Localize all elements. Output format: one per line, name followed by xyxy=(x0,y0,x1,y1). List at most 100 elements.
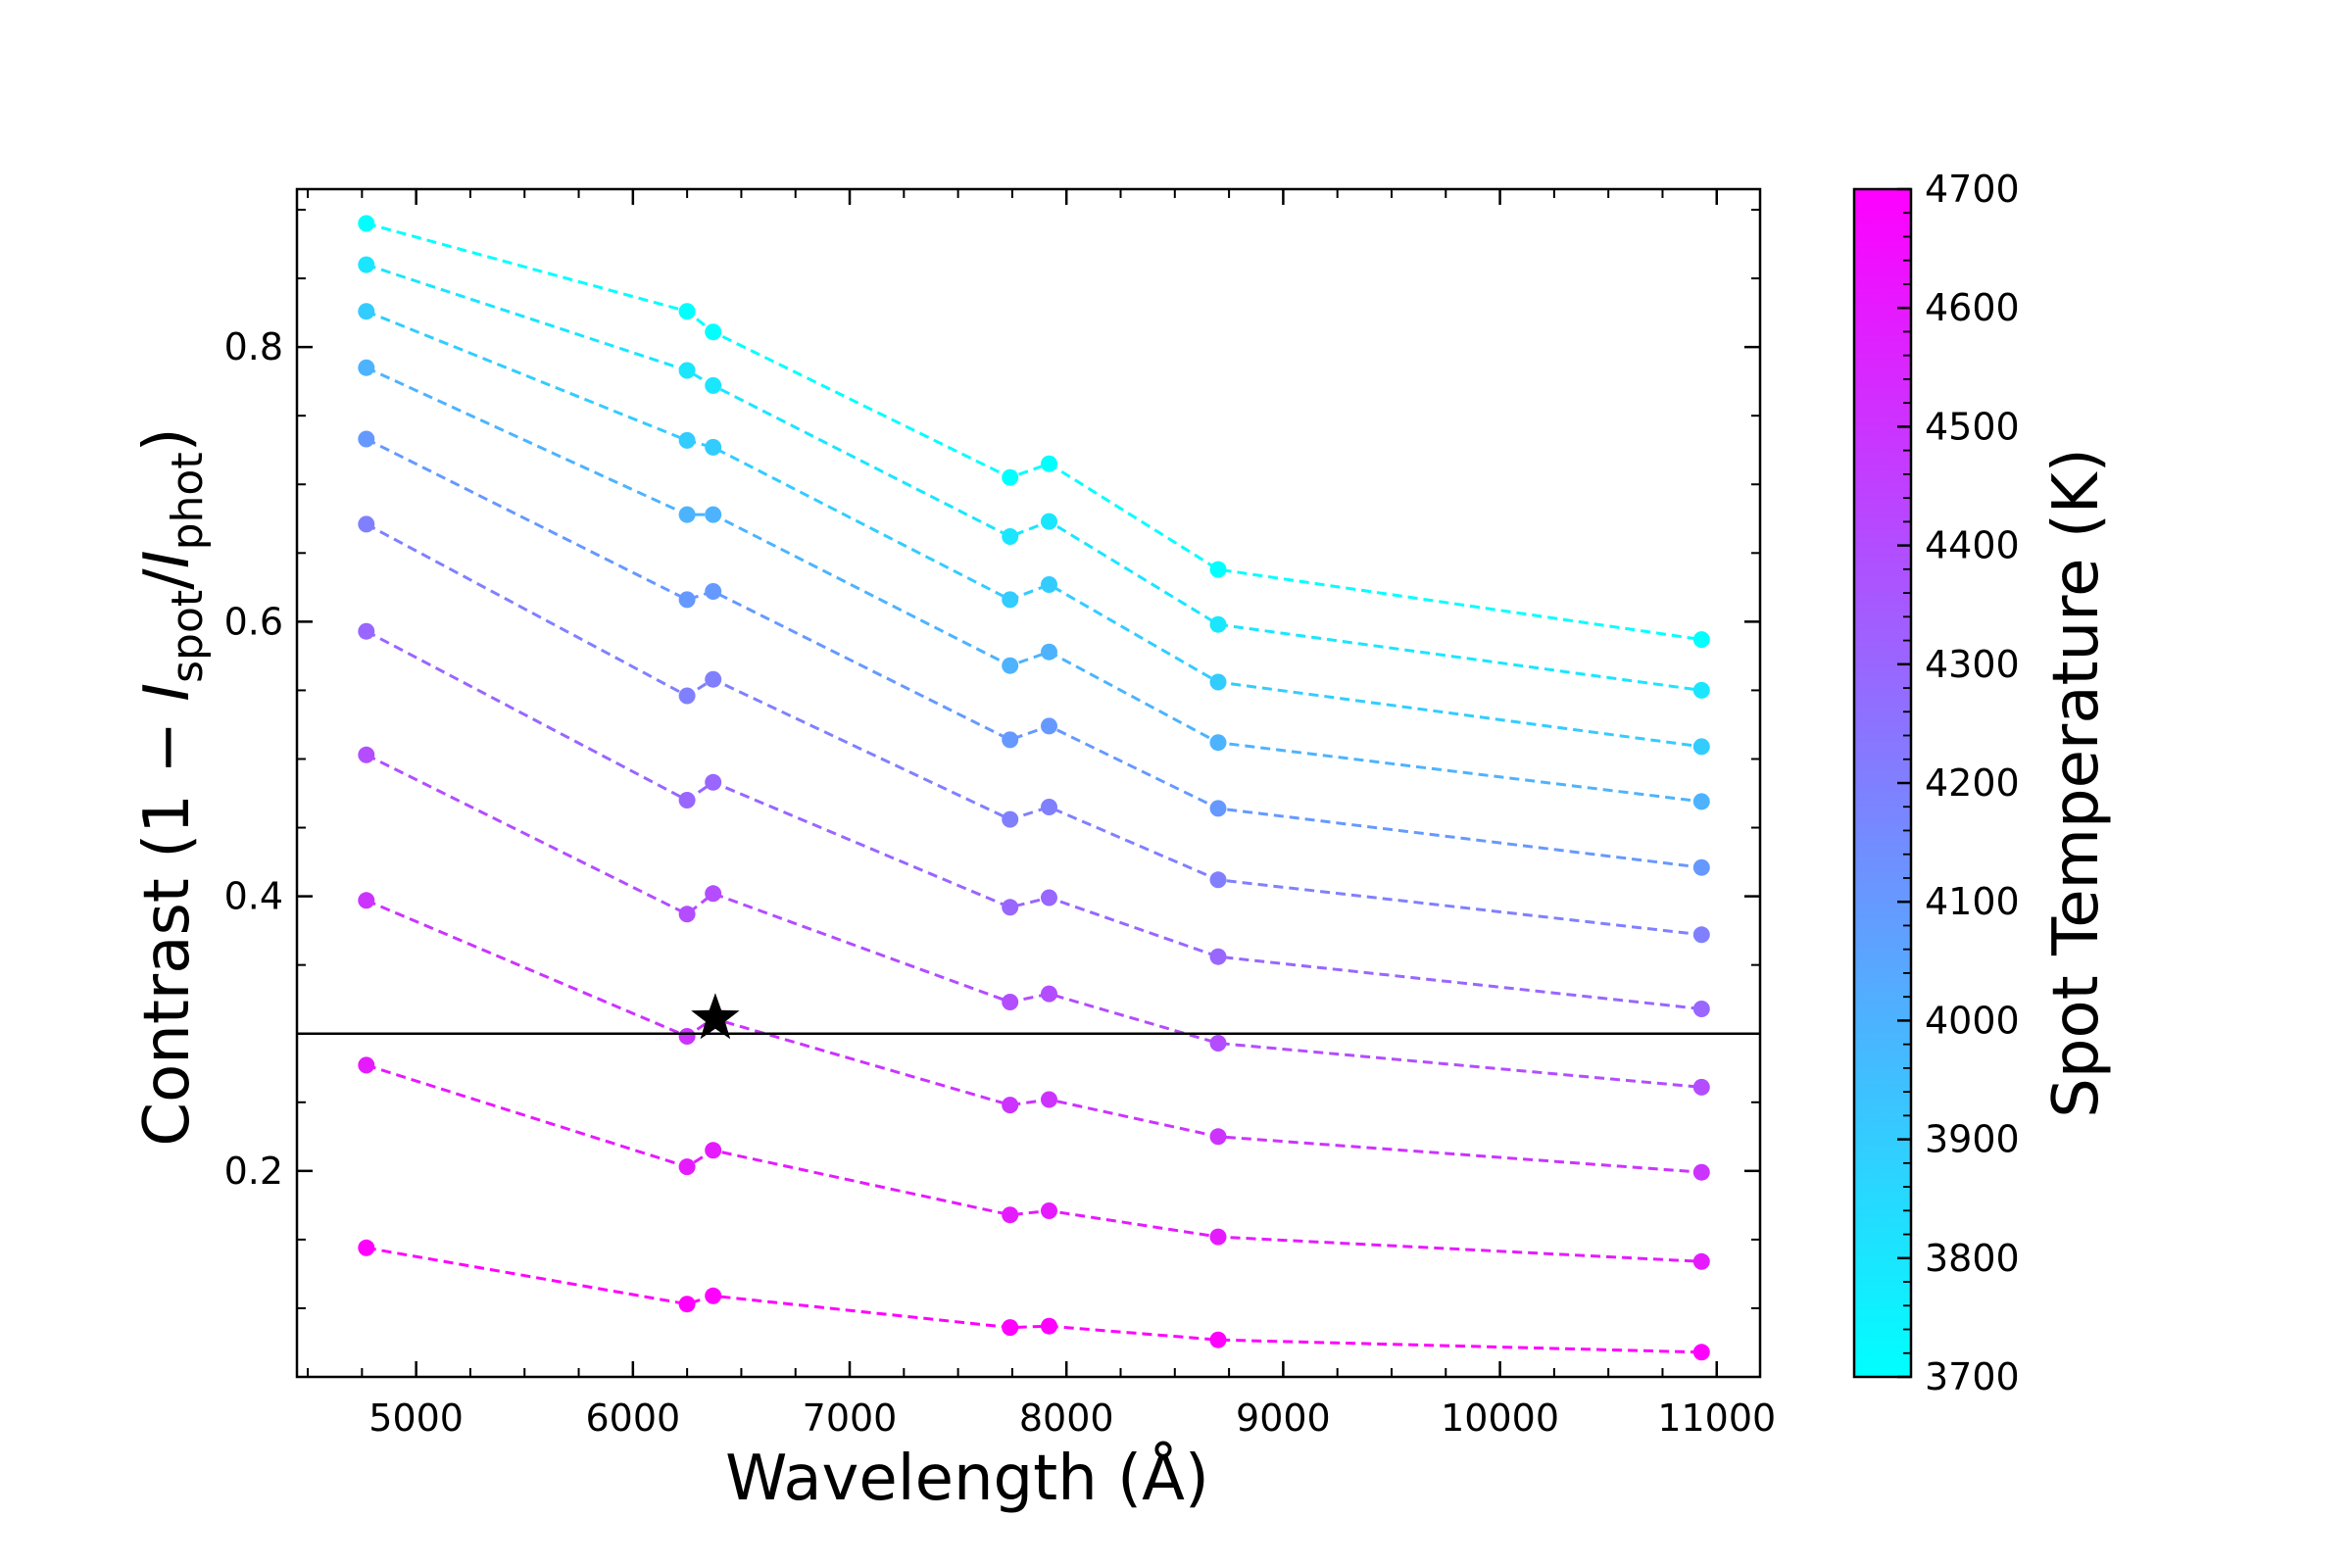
data-point xyxy=(1209,734,1227,752)
series-4600 xyxy=(358,1056,1710,1270)
data-point xyxy=(705,438,722,456)
data-point xyxy=(358,622,375,640)
plot-area: 5000 6000 7000 8000 9000 10000 11000 0.2 0.4 0.6 0… xyxy=(224,187,1776,1440)
data-point xyxy=(678,1296,696,1313)
colorbar-tick-label: 4000 xyxy=(1925,999,2020,1042)
y-label-sub2: phot xyxy=(163,452,213,550)
data-point xyxy=(705,1287,722,1304)
data-point xyxy=(1041,455,1057,472)
x-tick-label: 9000 xyxy=(1236,1396,1331,1440)
star-marker xyxy=(691,993,740,1040)
series-4400 xyxy=(358,746,1710,1096)
data-point xyxy=(705,773,722,791)
colorbar-tick-label: 4200 xyxy=(1925,761,2020,805)
data-point xyxy=(1002,468,1019,486)
x-tick-label: 10000 xyxy=(1441,1396,1559,1440)
series-line-3700 xyxy=(366,221,1702,642)
data-point xyxy=(358,892,375,909)
data-point xyxy=(358,215,375,232)
series-line-4300 xyxy=(366,629,1702,1010)
data-point xyxy=(1692,1078,1710,1096)
series-line-4700 xyxy=(366,1246,1702,1354)
data-point xyxy=(1209,871,1227,889)
data-point xyxy=(1002,731,1019,749)
data-point xyxy=(1041,1091,1057,1108)
data-point xyxy=(678,687,696,705)
y-tick-label: 0.6 xyxy=(224,600,283,643)
y-label-prefix: Contrast (1 − xyxy=(131,702,204,1147)
series-4000 xyxy=(358,359,1710,810)
data-point xyxy=(1041,889,1057,906)
series-line-3900 xyxy=(366,310,1702,749)
colorbar-tick-label: 3800 xyxy=(1925,1237,2020,1280)
series-3700 xyxy=(358,215,1710,649)
series-4300 xyxy=(358,622,1710,1017)
data-point xyxy=(1002,899,1019,916)
data-point xyxy=(1692,858,1710,876)
data-point xyxy=(1041,643,1057,661)
data-point xyxy=(1209,800,1227,817)
data-point xyxy=(1692,681,1710,699)
data-point xyxy=(358,746,375,763)
data-point xyxy=(1209,1228,1227,1246)
data-point xyxy=(1692,1344,1710,1361)
series-line-4200 xyxy=(366,522,1702,937)
series-layer xyxy=(358,215,1710,1361)
colorbar-tick-label: 4500 xyxy=(1925,405,2020,448)
series-4700 xyxy=(358,1239,1710,1361)
series-3900 xyxy=(358,303,1710,756)
data-point xyxy=(1002,1206,1019,1224)
colorbar-tick-label: 4400 xyxy=(1925,524,2020,567)
data-point xyxy=(678,906,696,923)
series-3800 xyxy=(358,256,1710,699)
data-point xyxy=(678,362,696,379)
series-line-4600 xyxy=(366,1063,1702,1263)
colorbar-tick-label: 3900 xyxy=(1925,1118,2020,1161)
data-point xyxy=(1041,717,1057,735)
colorbar-ticks: 3700 3800 3900 4000 4100 4200 4300 4400 4500 4600… xyxy=(1897,168,2020,1398)
colorbar-tick-label: 4100 xyxy=(1925,880,2020,923)
axis-ticks: 5000 6000 7000 8000 9000 10000 11000 0.2 0.4 0.6 0… xyxy=(224,189,1776,1440)
data-point xyxy=(705,323,722,341)
colorbar: 3700 3800 3900 4000 4100 4200 4300 4400 4500 4600… xyxy=(1852,168,2113,1398)
data-point xyxy=(1692,1163,1710,1181)
data-point xyxy=(1692,1252,1710,1270)
y-tick-label: 0.2 xyxy=(224,1150,283,1193)
data-point xyxy=(1692,631,1710,649)
series-4200 xyxy=(358,515,1710,944)
data-point xyxy=(1002,1097,1019,1114)
y-tick-label: 0.8 xyxy=(224,325,283,368)
data-point xyxy=(1002,591,1019,609)
y-label-sub1: spot xyxy=(163,590,213,683)
y-tick-label: 0.4 xyxy=(224,875,283,918)
data-point xyxy=(1692,926,1710,944)
data-point xyxy=(1209,948,1227,965)
data-point xyxy=(1209,1035,1227,1052)
data-point xyxy=(1209,561,1227,578)
x-tick-label: 11000 xyxy=(1657,1396,1776,1440)
x-tick-label: 5000 xyxy=(368,1396,464,1440)
colorbar-tick-label: 4300 xyxy=(1925,643,2020,686)
data-point xyxy=(1041,1317,1057,1335)
data-point xyxy=(358,256,375,273)
data-point xyxy=(1041,799,1057,815)
data-point xyxy=(1692,738,1710,756)
data-point xyxy=(678,303,696,320)
y-label-i1: I xyxy=(131,683,204,702)
y-label-i2: I xyxy=(131,550,204,568)
data-point xyxy=(1209,673,1227,691)
data-point xyxy=(1002,528,1019,545)
data-point xyxy=(705,376,722,394)
data-point xyxy=(1041,985,1057,1003)
series-line-4100 xyxy=(366,437,1702,869)
data-point xyxy=(678,1158,696,1176)
y-axis-label: Contrast (1 − Ispot/Iphot) xyxy=(131,427,213,1146)
y-label-suffix: ) xyxy=(131,427,204,452)
colorbar-tick-label: 4700 xyxy=(1925,168,2020,211)
series-line-4400 xyxy=(366,753,1702,1089)
data-point xyxy=(1002,657,1019,674)
data-point xyxy=(358,303,375,320)
x-tick-label: 8000 xyxy=(1019,1396,1114,1440)
data-point xyxy=(1041,576,1057,593)
